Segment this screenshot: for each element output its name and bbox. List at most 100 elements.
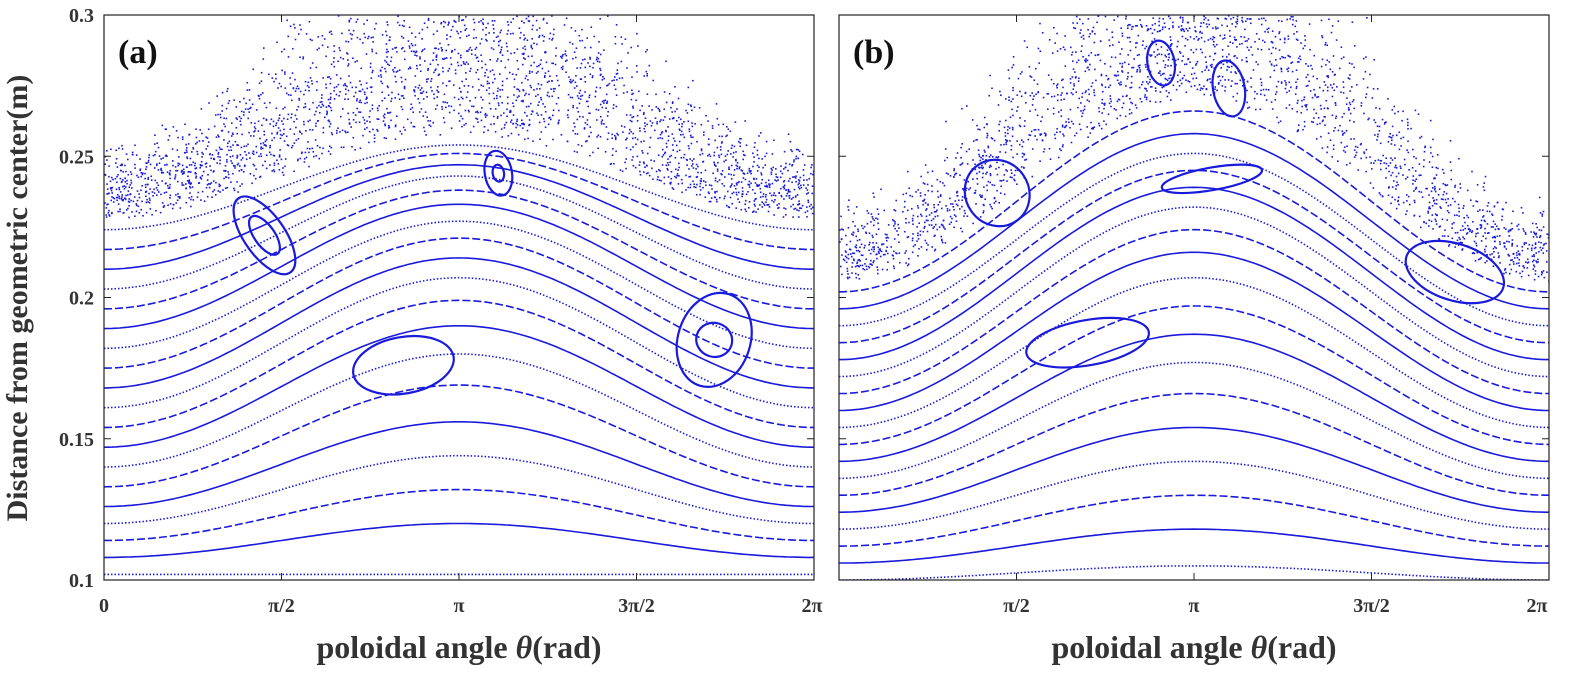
poincare-point: [771, 199, 773, 202]
poincare-point: [714, 139, 716, 142]
poincare-point: [1138, 67, 1141, 69]
poincare-point: [1330, 31, 1333, 34]
poincare-point: [412, 111, 414, 113]
poincare-point: [253, 135, 255, 137]
poincare-point: [188, 179, 191, 181]
poincare-point: [591, 76, 594, 79]
poincare-point: [1471, 252, 1474, 255]
poincare-point: [398, 98, 401, 100]
poincare-point: [531, 110, 533, 112]
poincare-point: [333, 98, 336, 100]
poincare-point: [1110, 56, 1113, 58]
poincare-point: [683, 136, 686, 139]
poincare-point: [696, 175, 699, 178]
poincare-point: [178, 163, 181, 165]
poincare-point: [497, 35, 499, 38]
poincare-point: [1462, 236, 1464, 238]
poincare-point: [1019, 125, 1022, 128]
poincare-point: [446, 34, 448, 36]
poincare-point: [773, 201, 775, 203]
poincare-point: [188, 182, 190, 184]
poincare-point: [232, 133, 234, 136]
poincare-point: [1462, 229, 1465, 231]
poincare-point: [765, 185, 767, 188]
poincare-point: [1106, 28, 1108, 31]
poincare-point: [1534, 242, 1537, 244]
poincare-point: [738, 201, 741, 203]
poincare-point: [1071, 76, 1074, 78]
poincare-point: [1418, 190, 1420, 193]
poincare-point: [213, 157, 215, 160]
poincare-point: [212, 180, 215, 182]
poincare-point: [169, 173, 171, 176]
poincare-point: [1093, 89, 1095, 91]
poincare-point: [810, 208, 813, 210]
poincare-point: [226, 145, 229, 148]
poincare-point: [394, 125, 397, 128]
poincare-point: [1155, 90, 1157, 92]
poincare-point: [797, 157, 799, 160]
poincare-point: [1509, 272, 1511, 275]
poincare-point: [426, 81, 428, 83]
poincare-point: [695, 163, 698, 166]
poincare-point: [386, 56, 388, 58]
poincare-point: [1101, 84, 1103, 87]
poincare-point: [513, 78, 516, 81]
poincare-point: [477, 121, 479, 123]
poincare-point: [189, 182, 192, 185]
poincare-point: [597, 57, 600, 60]
poincare-point: [683, 153, 686, 156]
poincare-point: [464, 29, 466, 31]
poincare-point: [262, 92, 264, 94]
poincare-point: [1483, 189, 1486, 192]
poincare-point: [1443, 235, 1446, 237]
poincare-point: [911, 195, 914, 198]
poincare-point: [1289, 18, 1291, 20]
poincare-point: [797, 203, 800, 206]
poincare-point: [106, 159, 108, 161]
poincare-point: [454, 48, 456, 51]
poincare-point: [1407, 124, 1409, 127]
poincare-point: [716, 180, 719, 183]
poincare-point: [1260, 81, 1263, 84]
poincare-point: [446, 102, 449, 104]
poincare-point: [1022, 166, 1025, 169]
poincare-point: [798, 182, 800, 184]
poincare-point: [902, 193, 905, 196]
poincare-point: [1492, 226, 1494, 228]
poincare-point: [281, 69, 283, 72]
poincare-point: [1158, 24, 1160, 27]
poincare-point: [802, 153, 804, 156]
poincare-point: [472, 37, 475, 39]
poincare-point: [327, 98, 330, 101]
poincare-point: [1154, 56, 1157, 58]
poincare-point: [1175, 88, 1178, 91]
poincare-point: [1490, 258, 1493, 261]
poincare-point: [176, 149, 179, 151]
poincare-point: [1174, 65, 1177, 67]
poincare-point: [237, 191, 239, 193]
poincare-point: [465, 78, 467, 80]
poincare-point: [275, 107, 278, 110]
poincare-point: [359, 147, 362, 149]
poincare-point: [1070, 141, 1073, 144]
poincare-point: [1486, 254, 1488, 256]
poincare-point: [810, 203, 812, 206]
poincare-point: [696, 183, 698, 186]
poincare-point: [1263, 94, 1266, 97]
poincare-point: [667, 176, 670, 178]
poincare-point: [521, 81, 523, 84]
poincare-point: [168, 172, 171, 175]
poincare-point: [538, 101, 540, 103]
poincare-point: [855, 235, 857, 238]
poincare-point: [352, 29, 355, 32]
poincare-point: [423, 130, 426, 133]
poincare-point: [448, 80, 450, 83]
poincare-point: [849, 253, 852, 255]
poincare-point: [1434, 190, 1437, 193]
poincare-point: [123, 197, 126, 199]
poincare-point: [1235, 21, 1237, 23]
poincare-point: [347, 59, 349, 61]
poincare-point: [488, 102, 491, 105]
poincare-point: [394, 47, 396, 49]
